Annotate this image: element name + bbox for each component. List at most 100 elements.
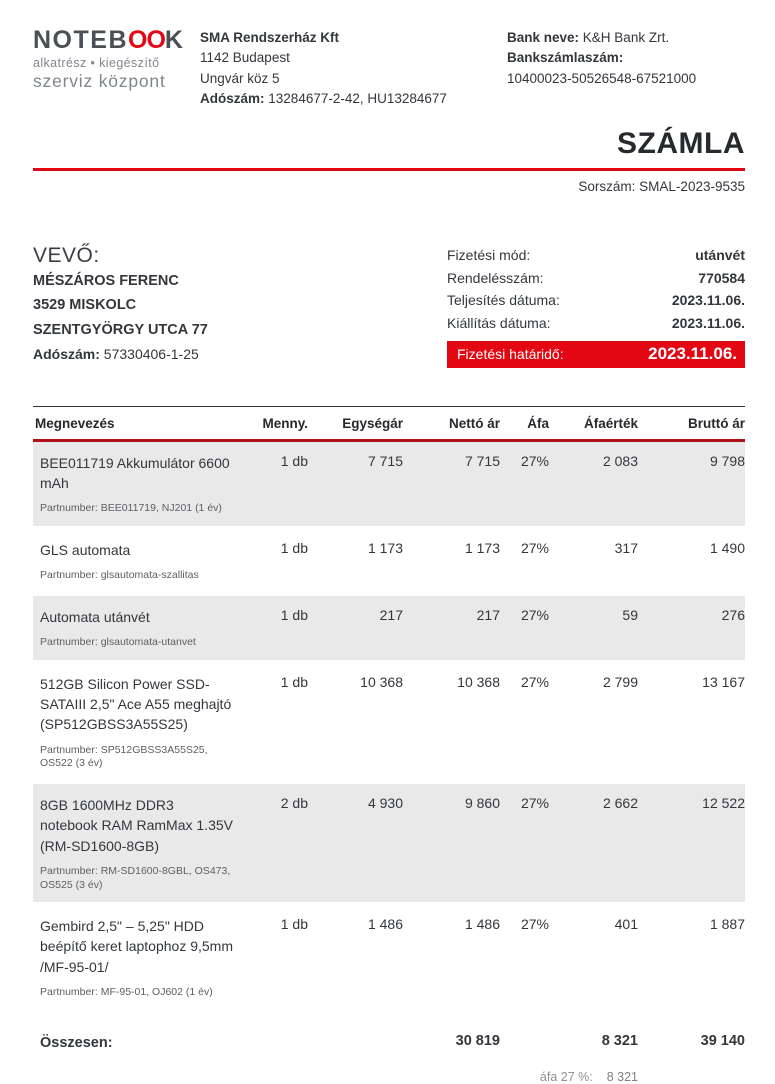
order-number-value: 770584 [698,269,745,286]
fulfillment-date-value: 2023.11.06. [671,292,745,309]
seller-city: 1142 Budapest [200,50,290,66]
seller-tax-line: Adószám: 13284677-2-42, HU13284677 [200,89,505,109]
parties-section: VEVŐ: MÉSZÁROS FERENC 3529 MISKOLC SZENT… [33,244,745,368]
serial-label: Sorszám: [578,179,636,194]
issue-date-value: 2023.11.06. [671,315,745,332]
totals-label: Összesen: [40,1034,113,1051]
item-unit-price: 7 715 [367,452,403,469]
item-partnumber: Partnumber: RM-SD1600-8GBL, OS473, OS525… [40,864,231,891]
item-partnumber: Partnumber: SP512GBSS3A55S25, OS522 (3 é… [40,743,208,770]
item-vat: 27% [520,673,549,690]
header-gross: Bruttó ár [638,405,745,442]
vat-summary-value: 8 321 [606,1069,638,1084]
seller-tax-value: 13284677-2-42, HU13284677 [268,90,447,106]
fulfillment-date-label: Teljesítés dátuma: [447,292,560,309]
payment-method-row: Fizetési mód: utánvét [447,244,745,267]
bank-name-label: Bank neve: [507,30,580,45]
table-row: 512GB Silicon Power SSD-SATAIII 2,5" Ace… [33,661,745,783]
item-vat: 27% [520,452,549,469]
fulfillment-date-row: Teljesítés dátuma: 2023.11.06. [447,289,745,312]
totals-vat-value: 8 321 [601,1032,638,1049]
item-net: 9 860 [464,794,500,811]
invoice-title: SZÁMLA [617,127,745,160]
payment-method-label: Fizetési mód: [447,247,531,263]
bank-account-label: Bankszámlaszám: [507,50,624,66]
seller-tax-label: Adószám: [200,90,265,106]
item-name-cell: Gembird 2,5" – 5,25" HDD beépítő keret l… [33,904,258,1012]
item-vat: 27% [520,606,549,623]
item-name: Automata utánvét [40,608,150,625]
items-table: Megnevezés Menny. Egységár Nettó ár Áfa … [33,405,745,1064]
logo-infinity-icon: OO [128,26,166,54]
item-gross: 276 [721,606,745,623]
item-unit-price: 217 [379,606,403,623]
item-gross: 1 887 [709,916,745,933]
totals-net: 30 819 [455,1032,500,1049]
totals-empty-unit [308,1011,403,1064]
buyer-tax-line: Adószám: 57330406-1-25 [33,343,363,365]
item-net: 7 715 [464,452,500,469]
item-vat-value: 401 [614,916,638,933]
table-row: 8GB 1600MHz DDR3 notebook RAM RamMax 1.3… [33,782,745,904]
item-unit-price: 1 173 [367,539,403,556]
item-net: 1 486 [464,916,500,933]
totals-empty-qty [258,1011,308,1064]
issue-date-label: Kiállítás dátuma: [447,315,551,332]
payment-method-value: utánvét [695,247,745,263]
item-name-cell: Automata utánvét Partnumber: glsautomata-… [33,594,258,661]
totals-empty-vat [500,1011,549,1064]
item-gross: 9 798 [709,452,745,469]
bank-block: Bank neve: K&H Bank Zrt. Bankszámlaszám:… [507,28,745,89]
buyer-tax-value: 57330406-1-25 [103,346,199,363]
item-name: GLS automata [40,541,131,558]
logo-text-prefix: NOTEB [33,26,128,54]
due-date-value: 2023.11.06. [648,343,737,363]
item-vat: 27% [520,794,549,811]
item-partnumber: Partnumber: glsautomata-szallitas [40,569,199,582]
invoice-page: NOTEBOOK alkatrész • kiegészítő szerviz … [33,28,745,1084]
seller-block: SMA Rendszerház Kft 1142 Budapest Ungvár… [200,28,505,109]
document-header: NOTEBOOK alkatrész • kiegészítő szerviz … [33,28,745,109]
item-vat: 27% [520,916,549,933]
item-vat-value: 2 662 [602,794,638,811]
serial-value: SMAL-2023-9535 [639,179,745,194]
item-partnumber: Partnumber: BEE011719, NJ201 (1 év) [40,502,222,515]
item-net: 10 368 [457,673,500,690]
seller-street: Ungvár köz 5 [200,70,280,86]
issue-date-row: Kiállítás dátuma: 2023.11.06. [447,312,745,335]
item-name-cell: 8GB 1600MHz DDR3 notebook RAM RamMax 1.3… [33,782,258,903]
buyer-street: SZENTGYÖRGY UTCA 77 [33,321,208,338]
header-net: Nettó ár [403,405,500,442]
table-row: Gembird 2,5" – 5,25" HDD beépítő keret l… [33,904,745,1012]
due-date-banner: Fizetési határidő: 2023.11.06. [447,340,745,368]
vat-summary-line: áfa 27 %: 8 321 [33,1070,745,1084]
table-row: BEE011719 Akkumulátor 6600 mAh Partnumber… [33,440,745,528]
item-gross: 12 522 [702,794,745,811]
buyer-city: 3529 MISKOLC [33,297,137,314]
payment-block: Fizetési mód: utánvét Rendelésszám: 770584… [447,244,745,368]
notebook-logo: NOTEBOOK alkatrész • kiegészítő szerviz … [33,28,200,92]
due-date-label: Fizetési határidő: [457,345,564,362]
header-name: Megnevezés [33,405,258,442]
serial-line: Sorszám: SMAL-2023-9535 [33,179,745,194]
buyer-name: MÉSZÁROS FERENC [33,273,179,289]
item-vat-value: 317 [614,539,638,556]
logo-tagline-1: alkatrész • kiegészítő [33,56,160,70]
item-partnumber: Partnumber: glsautomata-utanvet [40,636,196,649]
item-name: 8GB 1600MHz DDR3 notebook RAM RamMax 1.3… [40,796,233,854]
bank-name-line: Bank neve: K&H Bank Zrt. [507,28,745,48]
item-qty: 2 db [280,794,308,811]
item-gross: 1 490 [709,539,745,556]
item-name-cell: BEE011719 Akkumulátor 6600 mAh Partnumber… [33,440,258,527]
table-row: GLS automata Partnumber: glsautomata-szal… [33,527,745,595]
logo-text-suffix: K [164,26,185,54]
item-vat-value: 59 [622,606,638,623]
item-gross: 13 167 [702,673,745,690]
header-qty: Menny. [258,405,308,442]
vat-summary-label: áfa 27 %: [539,1069,593,1084]
bank-name-value: K&H Bank Zrt. [582,30,670,45]
item-qty: 1 db [280,673,308,690]
header-vat: Áfa [500,405,549,442]
table-row: Automata utánvét Partnumber: glsautomata-… [33,594,745,662]
totals-gross: 39 140 [700,1032,745,1049]
